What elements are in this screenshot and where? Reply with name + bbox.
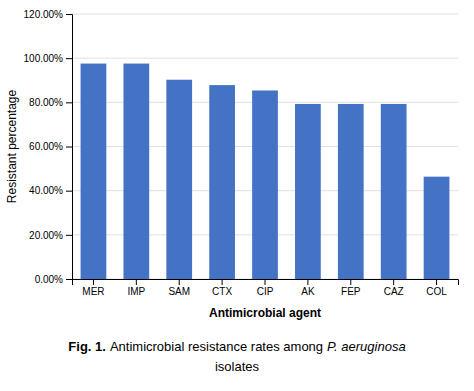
x-tick-mark <box>307 279 308 285</box>
x-tick-mark <box>93 279 94 285</box>
bar <box>295 104 321 279</box>
x-axis-line <box>73 280 459 286</box>
y-tick-label: 100.00% <box>24 53 64 64</box>
y-tick-label: 40.00% <box>29 185 63 196</box>
y-tick-mark <box>66 14 72 15</box>
y-tick-label: 60.00% <box>29 141 63 152</box>
y-tick-mark <box>66 58 72 59</box>
bar <box>381 104 407 279</box>
y-tick-mark <box>66 191 72 192</box>
x-tick-mark <box>265 279 266 285</box>
y-axis-line <box>66 15 73 280</box>
bar <box>252 90 278 279</box>
x-tick-mark <box>136 279 137 285</box>
y-tick: 100.00% <box>24 53 72 64</box>
grid <box>72 14 458 279</box>
x-tick: MER <box>82 279 104 297</box>
x-tick-label: FEP <box>341 286 361 297</box>
y-tick-mark <box>66 235 72 236</box>
x-tick: CAZ <box>384 279 404 297</box>
y-tick-mark <box>66 279 72 280</box>
y-axis: 0.00% 20.00% 40.00% 60.00% 80.00% 100.00% 120.… <box>24 9 73 285</box>
grid-line <box>72 14 458 15</box>
x-tick-label: CTX <box>212 286 232 297</box>
x-axis: MER IMP SAM CTX CIP AK FEP CAZ COL <box>73 279 459 297</box>
y-tick: 60.00% <box>29 141 72 152</box>
caption-species: P. aeruginosa <box>327 339 406 354</box>
x-tick-mark <box>222 279 223 285</box>
x-tick-label: AK <box>301 286 315 297</box>
bar <box>166 80 192 279</box>
caption-text: isolates <box>215 359 260 374</box>
x-tick-mark <box>179 279 180 285</box>
x-tick: IMP <box>127 279 145 297</box>
y-tick: 80.00% <box>29 97 72 108</box>
y-tick: 120.00% <box>24 9 72 20</box>
x-tick: FEP <box>341 279 361 297</box>
plot: 0.00% 20.00% 40.00% 60.00% 80.00% 100.00% 120.… <box>24 9 459 297</box>
bar <box>338 104 364 279</box>
x-tick-mark <box>350 279 351 285</box>
y-tick-mark <box>66 147 72 148</box>
x-tick: CTX <box>212 279 232 297</box>
x-tick-label: CAZ <box>384 286 404 297</box>
x-axis-label: Antimicrobial agent <box>209 306 321 320</box>
caption-text: Antimicrobial resistance rates among <box>110 339 323 354</box>
y-tick-label: 0.00% <box>35 274 63 285</box>
bar <box>424 177 450 279</box>
caption: Fig. 1. Antimicrobial resistance rates am… <box>68 339 405 354</box>
x-tick: CIP <box>257 279 274 297</box>
x-tick-label: MER <box>82 286 104 297</box>
grid-line <box>72 58 458 59</box>
y-tick-label: 80.00% <box>29 97 63 108</box>
y-tick-mark <box>66 102 72 103</box>
bar <box>209 85 235 279</box>
y-tick-label: 120.00% <box>24 9 64 20</box>
x-tick-mark <box>436 279 437 285</box>
caption-label: Fig. 1. <box>68 339 106 354</box>
x-tick: COL <box>426 279 447 297</box>
bars <box>81 64 450 279</box>
x-tick-label: CIP <box>257 286 274 297</box>
y-axis-label: Resistant percentage <box>5 89 19 203</box>
x-tick: SAM <box>168 279 190 297</box>
bar <box>81 64 107 279</box>
y-tick: 0.00% <box>35 274 72 285</box>
x-tick-label: COL <box>426 286 447 297</box>
x-tick-label: SAM <box>168 286 190 297</box>
bar <box>123 64 149 279</box>
y-tick: 40.00% <box>29 185 72 196</box>
x-tick: AK <box>301 279 315 297</box>
chart: 0.00% 20.00% 40.00% 60.00% 80.00% 100.00% 120.… <box>0 0 474 391</box>
y-tick: 20.00% <box>29 230 72 241</box>
y-tick-label: 20.00% <box>29 230 63 241</box>
x-tick-label: IMP <box>127 286 145 297</box>
x-tick-mark <box>393 279 394 285</box>
